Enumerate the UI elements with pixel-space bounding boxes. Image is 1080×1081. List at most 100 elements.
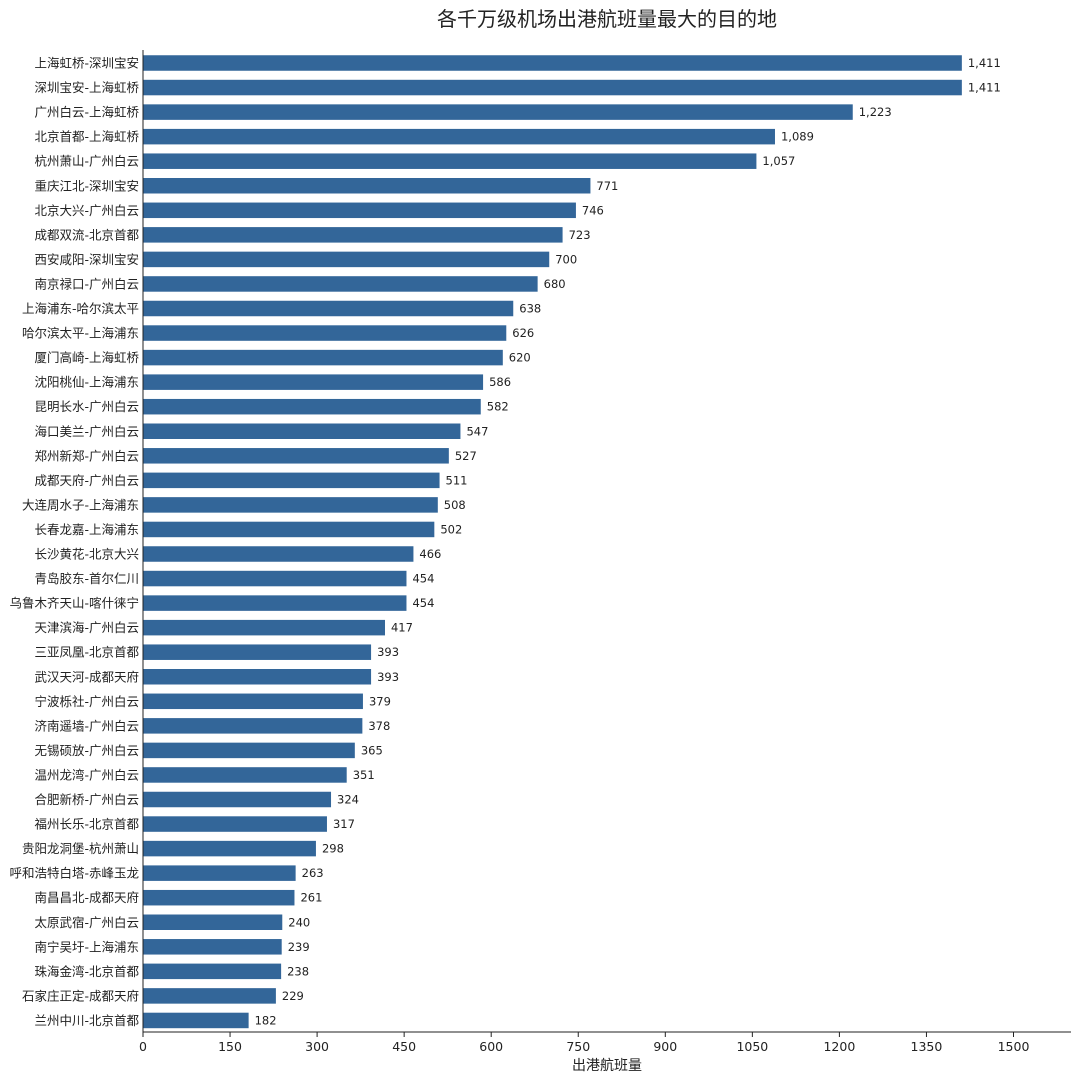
value-label: 378 <box>368 719 390 733</box>
bar <box>143 300 514 317</box>
category-label: 武汉天河-成都天府 <box>34 669 139 684</box>
value-label: 466 <box>419 547 441 561</box>
value-label: 182 <box>255 1013 277 1027</box>
value-label: 586 <box>489 375 511 389</box>
category-label: 长春龙嘉-上海浦东 <box>34 522 139 537</box>
bar <box>143 104 853 120</box>
value-label: 393 <box>377 645 399 659</box>
category-label: 合肥新桥-广州白云 <box>34 792 139 807</box>
bar <box>143 448 449 464</box>
value-label: 454 <box>412 596 434 610</box>
value-label: 771 <box>596 179 618 193</box>
bar <box>143 472 440 489</box>
bar <box>143 521 435 538</box>
value-label: 1,411 <box>968 56 1001 70</box>
value-label: 240 <box>288 915 310 929</box>
value-label: 700 <box>555 252 577 266</box>
bar <box>143 742 355 759</box>
bar <box>143 398 481 415</box>
value-label: 351 <box>353 768 375 782</box>
value-label: 620 <box>509 351 531 365</box>
bar <box>143 325 507 341</box>
value-label: 263 <box>302 866 324 880</box>
category-label: 北京大兴-广州白云 <box>34 203 139 218</box>
x-tick-label: 900 <box>653 1039 677 1054</box>
category-label: 天津滨海-广州白云 <box>34 620 139 635</box>
category-label: 乌鲁木齐天山-喀什徕宁 <box>9 596 139 611</box>
category-label: 杭州萧山-广州白云 <box>34 154 139 169</box>
category-label: 广州白云-上海虹桥 <box>34 105 139 120</box>
bar <box>143 988 276 1004</box>
value-label: 1,089 <box>781 130 814 144</box>
category-label: 哈尔滨太平-上海浦东 <box>22 326 139 341</box>
bar <box>143 128 775 145</box>
category-label: 三亚凤凰-北京首都 <box>34 645 139 660</box>
bar <box>143 644 372 660</box>
x-tick-label: 600 <box>479 1039 503 1054</box>
bar <box>143 349 503 366</box>
category-label: 太原武宿-广州白云 <box>34 915 139 930</box>
chart-title: 各千万级机场出港航班量最大的目的地 <box>437 7 777 31</box>
category-label: 成都双流-北京首都 <box>34 227 139 242</box>
value-label: 582 <box>487 400 509 414</box>
category-label: 温州龙湾-广州白云 <box>34 767 139 782</box>
bar <box>143 840 316 857</box>
category-label: 郑州新郑-广州白云 <box>34 448 139 463</box>
bar <box>143 669 372 685</box>
category-label: 重庆江北-深圳宝安 <box>34 178 139 193</box>
bar <box>143 79 962 96</box>
bar <box>143 595 407 611</box>
bar <box>143 178 591 194</box>
x-tick-label: 1050 <box>736 1039 768 1054</box>
x-axis-ticks: 0 150 300 450 600 750 900 1050 1200 1350 1500 <box>139 1032 1029 1054</box>
x-tick-label: 750 <box>566 1039 590 1054</box>
category-label: 无锡硕放-广州白云 <box>34 743 139 758</box>
x-tick-label: 150 <box>218 1039 242 1054</box>
value-label: 454 <box>412 572 434 586</box>
value-label: 626 <box>512 326 534 340</box>
value-label: 547 <box>466 424 488 438</box>
bar <box>143 889 295 906</box>
x-tick-label: 1200 <box>823 1039 855 1054</box>
category-label: 成都天府-广州白云 <box>34 473 139 488</box>
bar <box>143 251 550 268</box>
bar <box>143 939 282 955</box>
category-label: 福州长乐-北京首都 <box>34 817 139 832</box>
value-label: 365 <box>361 743 383 757</box>
category-label: 贵阳龙洞堡-杭州萧山 <box>22 841 139 856</box>
bar <box>143 914 283 930</box>
value-label: 417 <box>391 621 413 635</box>
bar <box>143 865 296 881</box>
value-label: 638 <box>519 302 541 316</box>
value-label: 1,223 <box>859 105 892 119</box>
value-label: 680 <box>544 277 566 291</box>
value-label: 1,411 <box>968 81 1001 95</box>
category-label: 珠海金湾-北京首都 <box>34 964 139 979</box>
x-tick-label: 450 <box>392 1039 416 1054</box>
category-label: 昆明长水-广州白云 <box>34 399 139 414</box>
category-label: 南昌昌北-成都天府 <box>34 890 139 905</box>
value-label: 527 <box>455 449 477 463</box>
value-labels: 1,411 1,411 1,223 1,089 1,057 771 746 723 700 680… <box>255 56 1001 1027</box>
value-label: 746 <box>582 203 604 217</box>
x-tick-label: 1500 <box>998 1039 1030 1054</box>
category-label: 北京首都-上海虹桥 <box>34 129 139 144</box>
x-tick-label: 300 <box>305 1039 329 1054</box>
bar <box>143 963 282 980</box>
x-tick-label: 1350 <box>911 1039 943 1054</box>
bar <box>143 227 563 243</box>
value-label: 1,057 <box>762 154 795 168</box>
category-label: 南宁吴圩-上海浦东 <box>34 939 139 954</box>
category-label: 长沙黄花-北京大兴 <box>34 547 139 562</box>
category-label: 大连周水子-上海浦东 <box>22 497 139 512</box>
value-label: 511 <box>446 473 468 487</box>
bar <box>143 202 576 219</box>
bar <box>143 791 332 808</box>
category-label: 上海浦东-哈尔滨太平 <box>22 301 139 316</box>
category-label: 南京禄口-广州白云 <box>34 276 139 291</box>
value-label: 261 <box>300 891 322 905</box>
value-label: 379 <box>369 694 391 708</box>
bar <box>143 423 461 439</box>
bar <box>143 619 385 636</box>
